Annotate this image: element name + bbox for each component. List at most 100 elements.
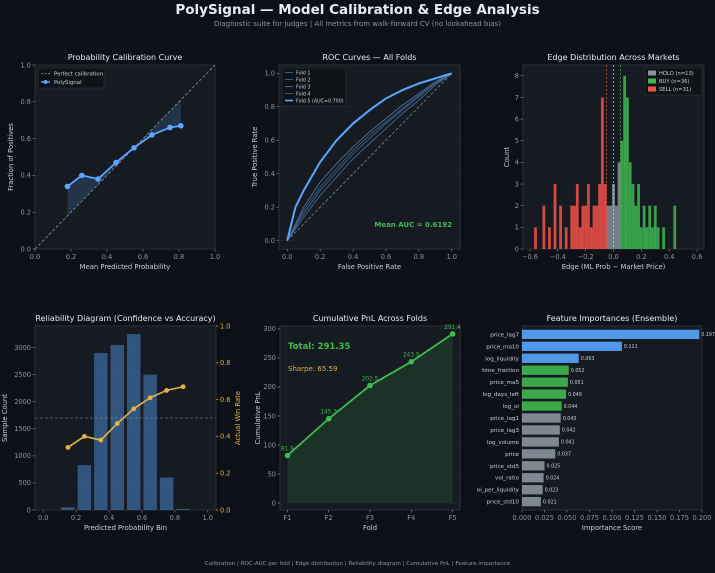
y-tick-label: 2	[515, 202, 519, 210]
y-tick-label: 0.2	[265, 203, 276, 211]
importance-bar	[522, 449, 556, 459]
y2-tick-label: 1.0	[220, 322, 231, 330]
histogram-bar-hold	[612, 184, 615, 249]
perfect-calibration-line	[34, 64, 216, 250]
histogram-bar-buy	[673, 205, 677, 249]
histogram-bar-sell	[600, 97, 604, 250]
page-subtitle: Diagnostic suite for judges | All metric…	[214, 20, 501, 28]
importance-value-label: 0.197	[701, 332, 715, 338]
y-tick-label: 0.6	[21, 135, 32, 143]
importance-bar	[522, 425, 560, 435]
importance-bar	[522, 329, 700, 340]
importance-bar	[522, 437, 559, 447]
x-axis-label: Mean Predicted Probability	[80, 263, 171, 271]
importance-bar	[522, 377, 568, 387]
plot-area	[279, 325, 461, 511]
plot-area	[34, 64, 216, 250]
sample-count-bar	[77, 465, 92, 510]
x-axis-label: Predicted Probability Bin	[84, 524, 167, 532]
calibration-point	[64, 183, 71, 190]
x-tick-label: 0.2	[66, 253, 77, 261]
mean-auc-annotation: Mean AUC = 0.6192	[374, 221, 452, 229]
legend-box	[281, 67, 347, 107]
y-tick-label: 0	[27, 506, 31, 514]
y-tick-label: 0.8	[21, 98, 32, 106]
histogram-bar-buy	[662, 227, 666, 249]
roc-line-fold-1	[286, 72, 453, 241]
x-tick-label: 0.0	[38, 514, 49, 522]
y-axis-label: True Positive Rate	[251, 127, 259, 189]
y-tick-label: 0	[272, 499, 276, 507]
histogram-bar-sell	[564, 227, 568, 249]
pnl-point	[449, 331, 456, 337]
y-tick-label: 3000	[14, 344, 31, 352]
x-axis-label: False Positive Rate	[338, 263, 401, 271]
footer-caption: Calibration | ROC-AUC per fold | Edge di…	[204, 561, 511, 567]
x-tick-label: 0.125	[625, 514, 644, 522]
y2-tick-label: 0.4	[220, 433, 231, 441]
chart-title: Edge Distribution Across Markets	[547, 53, 679, 62]
importance-value-label: 0.041	[561, 440, 575, 446]
importance-value-label: 0.042	[562, 428, 576, 434]
y-tick-label: 1.0	[265, 70, 276, 78]
y-tick-label: 1000	[14, 452, 31, 460]
histogram-bar-sell	[603, 184, 607, 249]
legend-label: BUY (n=36)	[659, 79, 689, 85]
histogram-bar-sell	[578, 227, 582, 249]
x-tick-label: 0.100	[603, 514, 622, 522]
legend-label: Fold 2	[296, 77, 310, 83]
chart-title: ROC Curves — All Folds	[323, 53, 417, 62]
y2-tick-label: 0.2	[220, 470, 231, 478]
chart-title: Probability Calibration Curve	[68, 53, 183, 62]
histogram-bar-sell	[598, 184, 601, 249]
x-tick-label: 0.6	[137, 514, 148, 522]
legend-label: Fold 5 (AUC=0.700)	[296, 98, 344, 104]
histogram-bar-hold	[614, 205, 618, 249]
y-axis-label: Count	[503, 147, 511, 168]
y-tick-label: 0.2	[21, 209, 32, 217]
pnl-point	[325, 415, 332, 422]
feature-label: time_fraction	[482, 368, 519, 374]
x-tick-label: 0.0	[608, 253, 619, 261]
importance-bar	[522, 473, 544, 483]
total-pnl-annotation: Total: 291.35	[288, 342, 350, 352]
importance-value-label: 0.021	[543, 499, 557, 505]
histogram-bar-sell	[589, 227, 593, 249]
x-tick-label: 0.4	[102, 253, 113, 261]
y-tick-label: 0.6	[265, 137, 276, 145]
calibration-point	[95, 176, 101, 182]
y-tick-label: 0.4	[265, 170, 276, 178]
y-tick-label: 2000	[14, 398, 31, 406]
histogram-bar-hold	[617, 162, 621, 249]
importance-value-label: 0.051	[570, 380, 584, 386]
histogram-bar-sell	[542, 205, 546, 249]
legend-label: SELL (n=31)	[659, 87, 691, 93]
win-rate-point	[65, 445, 71, 450]
win-rate-line	[67, 385, 184, 449]
legend-label: Perfect calibration	[54, 72, 103, 78]
importance-value-label: 0.063	[581, 356, 595, 362]
x-tick-label: 0.4	[664, 253, 675, 261]
histogram-bar-buy	[623, 75, 627, 249]
y2-axis-label: Actual Win Rate	[234, 391, 242, 445]
histogram-bar-sell	[559, 205, 562, 249]
x-tick-label: −0.6	[522, 253, 538, 261]
importance-value-label: 0.037	[557, 452, 571, 458]
y-tick-label: 0.0	[265, 237, 276, 245]
histogram-bar-sell	[587, 184, 590, 249]
win-rate-point	[81, 434, 87, 439]
x-tick-label: 0.200	[693, 514, 712, 522]
win-rate-point	[114, 421, 120, 426]
y-tick-label: 0.0	[21, 245, 32, 253]
y-tick-label: 150	[263, 412, 276, 420]
feature-label: vol_ratio	[495, 476, 520, 482]
x-tick-label: F3	[366, 514, 374, 522]
win-rate-point	[180, 384, 186, 390]
sample-count-bar	[126, 334, 141, 510]
histogram-bar-buy	[645, 227, 649, 249]
y2-tick-label: 0.6	[220, 396, 231, 404]
roc-line-fold-2	[286, 72, 453, 241]
importance-bar	[522, 413, 561, 423]
